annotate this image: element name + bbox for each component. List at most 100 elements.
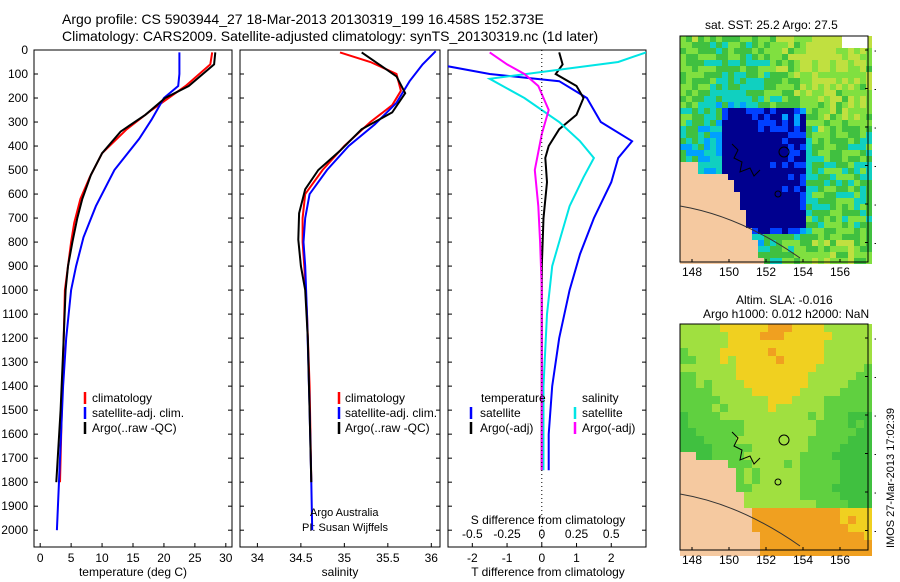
map-cell: [788, 36, 794, 42]
map-cell: [842, 108, 848, 114]
map-cell: [692, 36, 698, 42]
map-cell: [734, 96, 740, 102]
map-cell: [758, 72, 764, 78]
map-cell: [692, 252, 698, 258]
map-cell: [746, 198, 752, 204]
map-cell: [722, 60, 728, 66]
map-cell: [734, 132, 740, 138]
map-cell: [782, 42, 788, 48]
map-cell: [824, 114, 830, 120]
map-cell: [784, 420, 792, 428]
map-cell: [784, 332, 792, 340]
map-cell: [758, 162, 764, 168]
map-cell: [800, 396, 808, 404]
map-cell: [830, 66, 836, 72]
map-cell: [764, 36, 770, 42]
map-cell: [832, 492, 840, 500]
map-cell: [860, 84, 866, 90]
map-cell: [848, 252, 854, 258]
map-cell: [776, 144, 782, 150]
map-cell: [866, 132, 872, 138]
map-cell: [770, 120, 776, 126]
coastline: [679, 493, 801, 547]
map-cell: [812, 174, 818, 180]
map-cell: [758, 120, 764, 126]
map-cell: [712, 332, 720, 340]
map-cell: [698, 204, 704, 210]
map-cell: [842, 126, 848, 132]
map-cell: [808, 372, 816, 380]
map-cell: [764, 216, 770, 222]
map-cell: [720, 500, 728, 508]
x-tick-label: 35.5: [376, 551, 400, 565]
map-cell: [728, 524, 736, 532]
map-cell: [824, 198, 830, 204]
map-cell: [782, 54, 788, 60]
map-cell: [746, 108, 752, 114]
map-cell: [688, 396, 696, 404]
map-cell: [842, 114, 848, 120]
map-cell: [800, 66, 806, 72]
map-cell: [824, 356, 832, 364]
map-cell: [688, 348, 696, 356]
map-cell: [716, 150, 722, 156]
map-cell: [692, 222, 698, 228]
depth-tick-label: 900: [8, 259, 28, 273]
map-cell: [716, 204, 722, 210]
map-cell: [704, 90, 710, 96]
map-cell: [698, 132, 704, 138]
map-cell: [824, 162, 830, 168]
map-cell: [812, 228, 818, 234]
map-cell: [788, 198, 794, 204]
map-cell: [806, 48, 812, 54]
map-cell: [800, 460, 808, 468]
map-cell: [840, 532, 848, 540]
map-cell: [836, 252, 842, 258]
map-cell: [794, 156, 800, 162]
map-cell: [716, 246, 722, 252]
map-cell: [688, 356, 696, 364]
map-cell: [686, 84, 692, 90]
map-cell: [808, 388, 816, 396]
map-cell: [800, 150, 806, 156]
map-cell: [840, 404, 848, 412]
map-cell: [782, 60, 788, 66]
map-cell: [686, 72, 692, 78]
map-cell: [784, 436, 792, 444]
map-cell: [818, 252, 824, 258]
map-cell: [720, 492, 728, 500]
map-cell: [800, 364, 808, 372]
map-cell: [800, 162, 806, 168]
map-cell: [728, 66, 734, 72]
map-cell: [832, 484, 840, 492]
map-cell: [712, 412, 720, 420]
map-cell: [698, 234, 704, 240]
map-cell: [812, 96, 818, 102]
map-cell: [770, 180, 776, 186]
map-cell: [848, 532, 856, 540]
map-cell: [720, 364, 728, 372]
map-cell: [824, 54, 830, 60]
map-lon-tick-label: 148: [682, 553, 702, 567]
map-cell: [720, 396, 728, 404]
map-cell: [836, 108, 842, 114]
map-cell: [716, 222, 722, 228]
map-cell: [692, 210, 698, 216]
map-cell: [728, 500, 736, 508]
map-cell: [824, 420, 832, 428]
map-cell: [704, 78, 710, 84]
map-cell: [704, 114, 710, 120]
map-cell: [818, 258, 824, 264]
map-cell: [752, 168, 758, 174]
map-cell: [736, 476, 744, 484]
map-cell: [840, 388, 848, 396]
map-cell: [746, 228, 752, 234]
map-cell: [824, 108, 830, 114]
map-cell: [728, 120, 734, 126]
map-cell: [764, 252, 770, 258]
map-cell: [848, 508, 856, 516]
map-cell: [728, 240, 734, 246]
map-cell: [776, 258, 782, 264]
map-cell: [848, 234, 854, 240]
map-cell: [782, 66, 788, 72]
